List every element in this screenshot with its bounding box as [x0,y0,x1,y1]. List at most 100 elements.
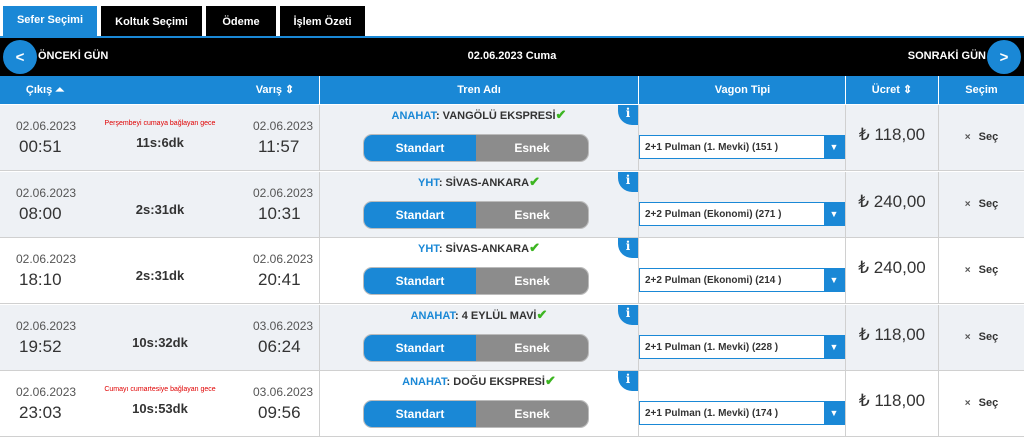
standart-option[interactable]: Standart [364,335,476,361]
info-icon[interactable]: i [618,371,638,391]
tab-odeme[interactable]: Ödeme [206,6,276,37]
tab-islem-ozeti[interactable]: İşlem Özeti [280,6,365,37]
tab-koltuk-secimi[interactable]: Koltuk Seçimi [101,6,202,37]
select-label: Seç [978,198,999,210]
ticket-price: ₺ 240,00 [858,192,926,211]
chevron-down-icon[interactable]: ▼ [824,136,844,158]
header-divider [319,76,320,104]
header-cikis[interactable]: Çıkış ⏶ [25,84,65,96]
arrival-date: 02.06.2023 [253,186,314,200]
checkmark-icon: ✔ [529,240,540,255]
train-title: : VANGÖLÜ EKSPRESİ [435,110,556,122]
train-type: ANAHAT [391,110,436,122]
departure-time: 18:10 [19,270,62,289]
row-divider [638,105,639,171]
select-trip-button[interactable]: × Seç [939,331,1024,343]
wagon-type-select[interactable]: 2+2 Pulman (Ekonomi) (214 ) ▼ [639,268,845,292]
table-header: Çıkış ⏶ Varış ⇕ Tren Adı Vagon Tipi Ücre… [0,76,1024,104]
select-trip-button[interactable]: × Seç [939,264,1024,276]
wagon-type-select[interactable]: 2+1 Pulman (1. Mevki) (174 ) ▼ [639,401,845,425]
standart-option[interactable]: Standart [364,135,476,161]
train-name: ANAHAT: VANGÖLÜ EKSPRESİ✔ [320,107,638,123]
wagon-type-value: 2+1 Pulman (1. Mevki) (151 ) [645,142,779,153]
standart-option[interactable]: Standart [364,268,476,294]
trip-duration: 2s:31dk [135,202,185,217]
fare-type-toggle: Standart Esnek [363,334,589,362]
esnek-option[interactable]: Esnek [476,202,588,228]
info-icon[interactable]: i [618,238,638,258]
tab-underline [0,36,1024,38]
header-ucret[interactable]: Ücret ⇕ [871,84,913,96]
departure-time: 00:51 [19,137,62,156]
departure-date: 02.06.2023 [16,252,77,266]
row-divider [638,371,639,437]
standart-option[interactable]: Standart [364,401,476,427]
checkmark-icon: ✔ [555,107,567,122]
close-icon: × [964,398,971,409]
train-type: ANAHAT [402,376,447,388]
night-note: Perşembeyi cumaya bağlayan gece [104,120,216,127]
select-label: Seç [978,131,999,143]
arrival-time: 20:41 [258,270,301,289]
current-date: 02.06.2023 Cuma [467,50,557,62]
previous-day-button[interactable]: < [3,40,37,74]
close-icon: × [964,265,971,276]
arrival-date: 02.06.2023 [253,119,314,133]
fare-type-toggle: Standart Esnek [363,400,589,428]
chevron-down-icon[interactable]: ▼ [824,203,844,225]
chevron-down-icon[interactable]: ▼ [824,402,844,424]
select-trip-button[interactable]: × Seç [939,131,1024,143]
esnek-option[interactable]: Esnek [476,135,588,161]
esnek-option[interactable]: Esnek [476,335,588,361]
departure-time: 08:00 [19,204,62,223]
day-navigation: < ÖNCEKİ GÜN 02.06.2023 Cuma SONRAKİ GÜN… [0,38,1024,76]
train-type: ANAHAT [410,310,455,322]
arrival-date: 03.06.2023 [253,319,314,333]
ticket-price: ₺ 240,00 [858,258,926,277]
next-day-label[interactable]: SONRAKİ GÜN [907,50,986,62]
checkmark-icon: ✔ [529,174,540,189]
info-icon[interactable]: i [618,105,638,125]
select-label: Seç [978,264,999,276]
standart-option[interactable]: Standart [364,202,476,228]
chevron-down-icon[interactable]: ▼ [824,269,844,291]
trip-duration: 11s:6dk [136,135,184,150]
trip-row: 02.06.2023 19:52 10s:32dk 03.06.2023 06:… [0,305,1024,371]
info-icon[interactable]: i [618,305,638,325]
header-varis[interactable]: Varış ⇕ [255,84,295,96]
arrival-time: 06:24 [258,337,301,356]
fare-type-toggle: Standart Esnek [363,267,589,295]
info-icon[interactable]: i [618,172,638,192]
wagon-type-select[interactable]: 2+1 Pulman (1. Mevki) (228 ) ▼ [639,335,845,359]
row-divider [845,305,846,371]
train-name: ANAHAT: 4 EYLÜL MAVİ✔ [320,307,638,323]
wagon-type-select[interactable]: 2+1 Pulman (1. Mevki) (151 ) ▼ [639,135,845,159]
train-type: YHT [418,243,439,255]
checkmark-icon: ✔ [536,307,548,322]
header-divider [938,76,939,104]
trip-row: 02.06.2023 18:10 2s:31dk 02.06.2023 20:4… [0,238,1024,304]
select-label: Seç [978,397,999,409]
chevron-down-icon[interactable]: ▼ [824,336,844,358]
select-trip-button[interactable]: × Seç [939,397,1024,409]
arrival-time: 11:57 [258,137,300,156]
wagon-type-value: 2+2 Pulman (Ekonomi) (271 ) [645,209,782,220]
header-tren-adi: Tren Adı [457,84,501,96]
arrival-time: 10:31 [258,204,301,223]
train-title: : 4 EYLÜL MAVİ [455,310,537,322]
row-divider [938,305,939,371]
esnek-option[interactable]: Esnek [476,401,588,427]
wagon-type-value: 2+1 Pulman (1. Mevki) (228 ) [645,342,779,353]
departure-time: 19:52 [19,337,62,356]
select-trip-button[interactable]: × Seç [939,198,1024,210]
tab-sefer-secimi[interactable]: Sefer Seçimi [3,6,97,37]
row-divider [845,105,846,171]
next-day-button[interactable]: > [987,40,1021,74]
esnek-option[interactable]: Esnek [476,268,588,294]
trip-row: 02.06.2023 00:51 Perşembeyi cumaya bağla… [0,105,1024,171]
wagon-type-select[interactable]: 2+2 Pulman (Ekonomi) (271 ) ▼ [639,202,845,226]
previous-day-label[interactable]: ÖNCEKİ GÜN [38,50,109,62]
header-secim: Seçim [965,84,998,96]
departure-date: 02.06.2023 [16,119,77,133]
row-divider [319,305,320,371]
